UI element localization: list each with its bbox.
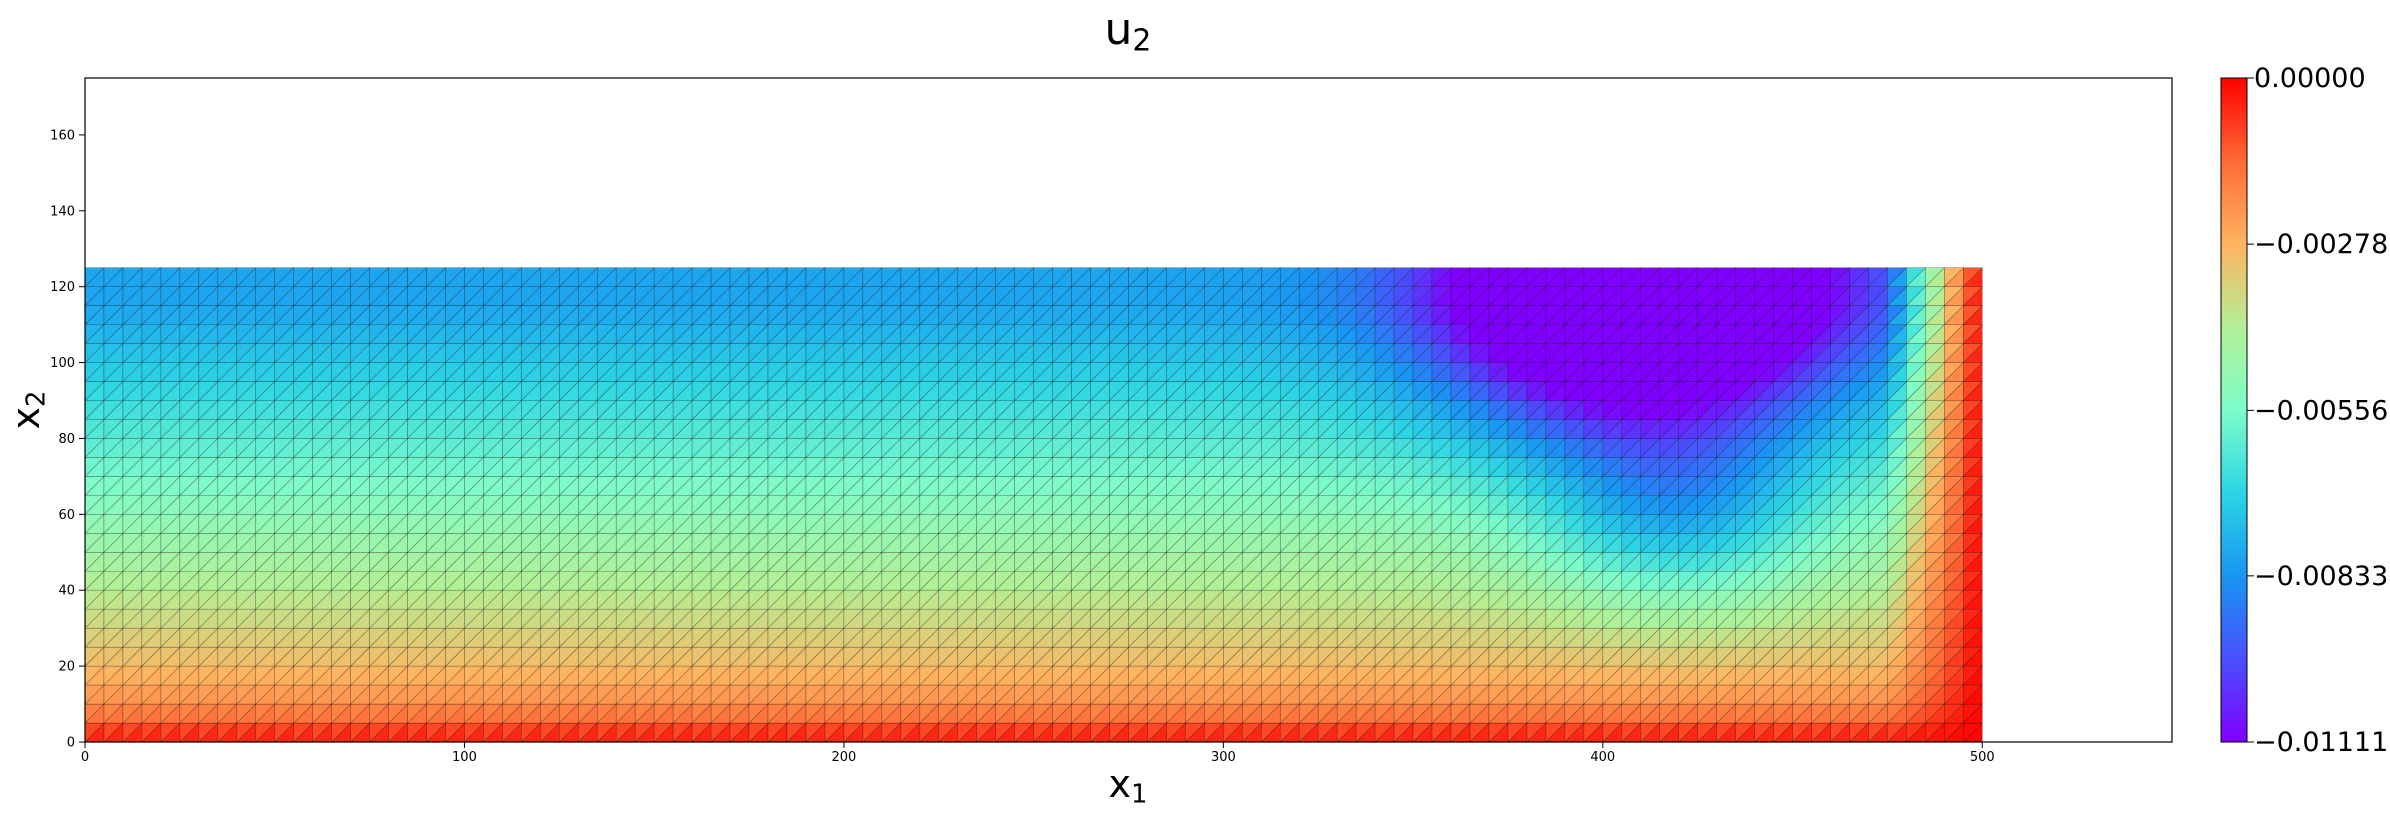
mesh-layer [84, 266, 1983, 743]
mesh-element [1962, 703, 1983, 724]
chart-title: u2 [1104, 4, 1152, 59]
mesh-element [1962, 627, 1983, 648]
